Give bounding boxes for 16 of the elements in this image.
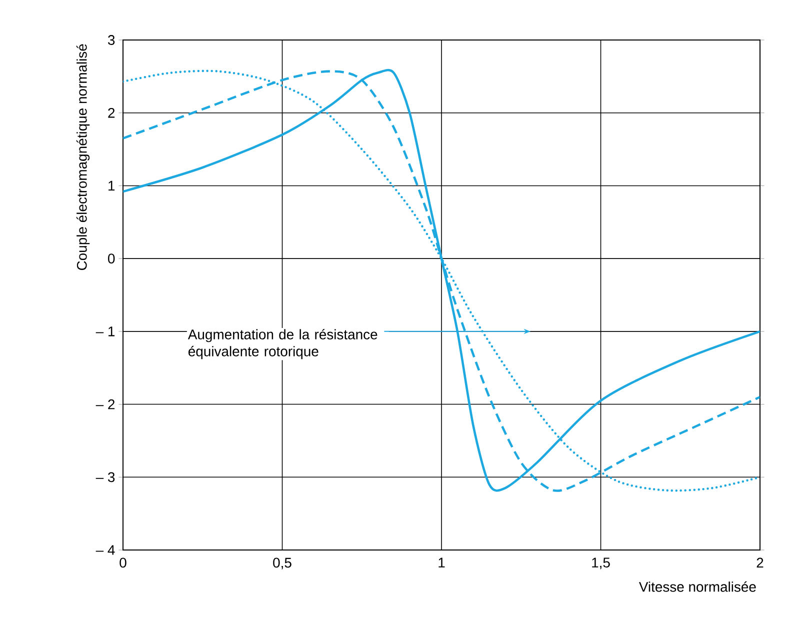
y-axis-title: Couple électromagnétique normalisé — [76, 44, 90, 270]
x-axis-title: Vitesse normalisée — [638, 581, 756, 592]
y-tick-label: – 1 — [96, 326, 115, 336]
x-tick-label: 1 — [438, 558, 445, 568]
y-tick-label: 0 — [108, 254, 115, 264]
y-tick-label: – 2 — [96, 399, 115, 410]
x-tick-label: 1,5 — [592, 558, 610, 570]
x-tick-label: 0,5 — [273, 558, 292, 570]
y-tick-label: – 4 — [96, 545, 115, 555]
x-tick-label: 2 — [756, 558, 764, 568]
x-tick-label: 0 — [120, 558, 126, 568]
y-tick-label: 2 — [108, 108, 115, 118]
y-tick-label: 3 — [108, 35, 115, 45]
annotation: Augmentation de la résistance équivalente rotorique — [188, 328, 378, 360]
y-tick-label: 1 — [108, 180, 115, 191]
y-tick-label: – 3 — [96, 472, 115, 482]
